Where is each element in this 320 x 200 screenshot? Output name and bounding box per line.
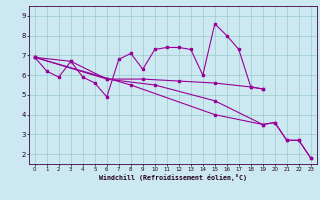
X-axis label: Windchill (Refroidissement éolien,°C): Windchill (Refroidissement éolien,°C) (99, 174, 247, 181)
